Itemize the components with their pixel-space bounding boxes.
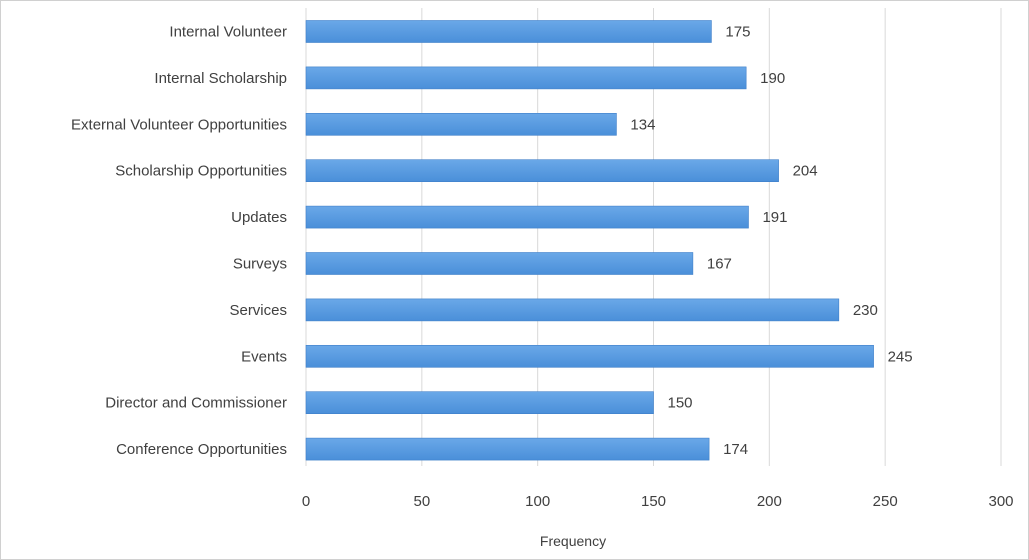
x-tick-label: 0	[302, 493, 310, 510]
bar	[305, 20, 712, 43]
value-labels: 175 190 134 204 191 167 230 245 150 174	[630, 24, 912, 459]
x-tick-label: 50	[413, 493, 430, 510]
bars	[305, 20, 874, 461]
data-label: 191	[762, 209, 787, 226]
data-label: 150	[668, 395, 693, 412]
bar	[305, 298, 840, 322]
x-tick-label: 200	[757, 493, 782, 510]
data-label: 175	[725, 24, 750, 41]
bar	[305, 205, 749, 229]
category-label: Director and Commissioner	[105, 395, 287, 412]
x-tick-label: 150	[641, 493, 666, 510]
category-label: Internal Volunteer	[169, 24, 287, 41]
category-label: Surveys	[233, 256, 287, 273]
category-label: Scholarship Opportunities	[115, 163, 287, 180]
bar	[305, 113, 617, 136]
data-label: 167	[707, 256, 732, 273]
category-label: Conference Opportunities	[116, 441, 287, 458]
data-label: 245	[888, 348, 913, 365]
category-label: Updates	[231, 209, 287, 226]
category-label: Events	[241, 348, 287, 365]
category-labels: Internal Volunteer Internal Scholarship Ex…	[71, 24, 287, 459]
data-label: 134	[630, 116, 655, 133]
x-tick-label: 300	[988, 493, 1013, 510]
data-label: 174	[723, 441, 748, 458]
bar	[305, 252, 694, 275]
bar	[305, 66, 747, 90]
x-axis-ticks: 0 50 100 150 200 250 300	[302, 493, 1014, 510]
category-label: External Volunteer Opportunities	[71, 116, 287, 133]
data-label: 204	[793, 163, 818, 180]
x-axis-title: Frequency	[540, 533, 606, 549]
data-label: 190	[760, 70, 785, 87]
bar	[305, 344, 874, 368]
bar	[305, 159, 779, 182]
category-label: Services	[229, 302, 287, 319]
category-label: Internal Scholarship	[154, 70, 287, 87]
x-tick-label: 250	[873, 493, 898, 510]
bar	[305, 437, 710, 461]
x-tick-label: 100	[525, 493, 550, 510]
bar	[305, 391, 654, 415]
data-label: 230	[853, 302, 878, 319]
